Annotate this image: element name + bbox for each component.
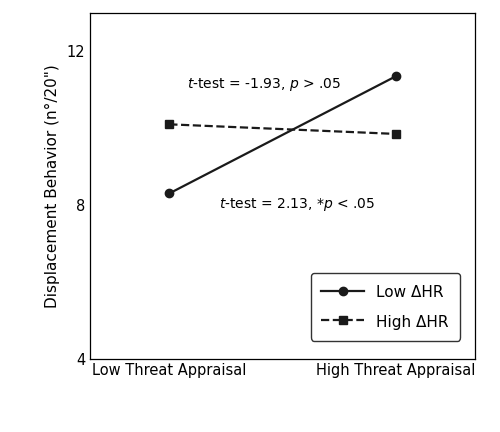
Legend: Low ΔHR, High ΔHR: Low ΔHR, High ΔHR (311, 273, 460, 340)
Text: $t$-test = 2.13, *$p$ < .05: $t$-test = 2.13, *$p$ < .05 (219, 197, 376, 213)
Y-axis label: Displacement Behavior (n°/20"): Displacement Behavior (n°/20") (44, 64, 60, 308)
Text: $t$-test = -1.93, $p$ > .05: $t$-test = -1.93, $p$ > .05 (188, 76, 342, 92)
